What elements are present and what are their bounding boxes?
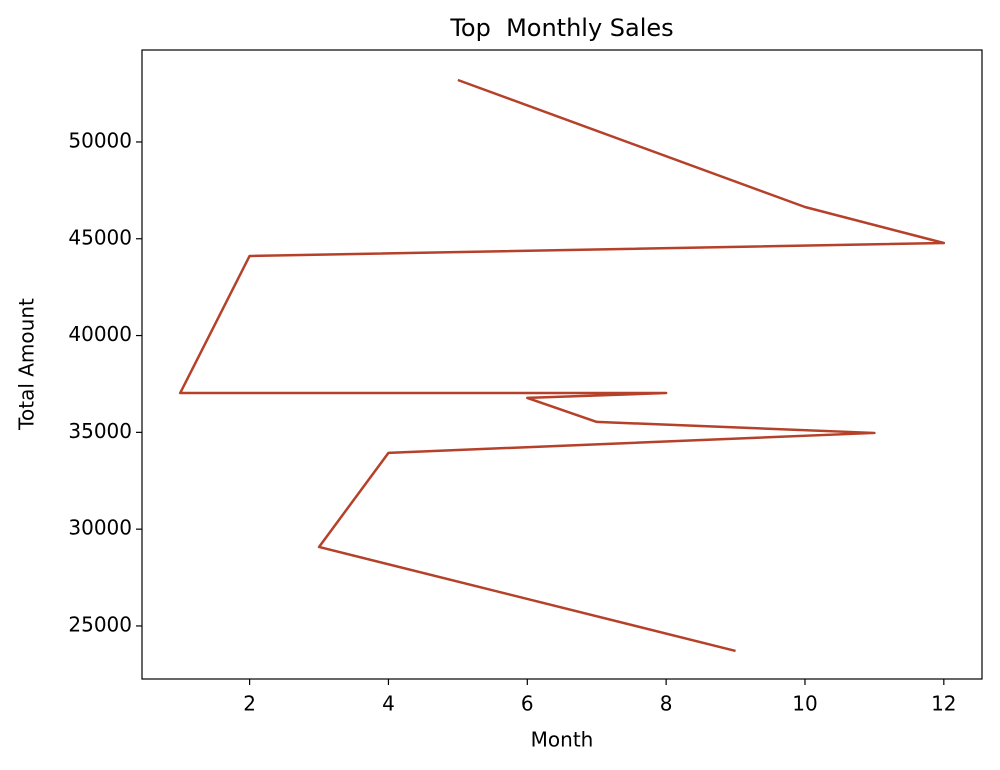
x-tick-label: 8 [660,692,673,716]
y-tick-label: 30000 [68,516,132,540]
y-tick-label: 45000 [68,225,132,249]
x-tick-label: 10 [792,692,817,716]
y-axis-label: Total Amount [15,298,39,431]
data-line [178,78,946,653]
y-tick-label: 50000 [68,128,132,152]
y-tick-label: 35000 [68,419,132,443]
x-tick-label: 4 [382,692,395,716]
y-tick-label: 40000 [68,322,132,346]
x-tick-label: 2 [243,692,256,716]
axes-frame [141,49,983,680]
x-tick-label: 6 [521,692,534,716]
x-tick-label: 12 [931,692,956,716]
y-tick-label: 25000 [68,612,132,636]
chart-title: Top Monthly Sales [449,14,673,42]
x-axis-label: Month [531,728,594,752]
